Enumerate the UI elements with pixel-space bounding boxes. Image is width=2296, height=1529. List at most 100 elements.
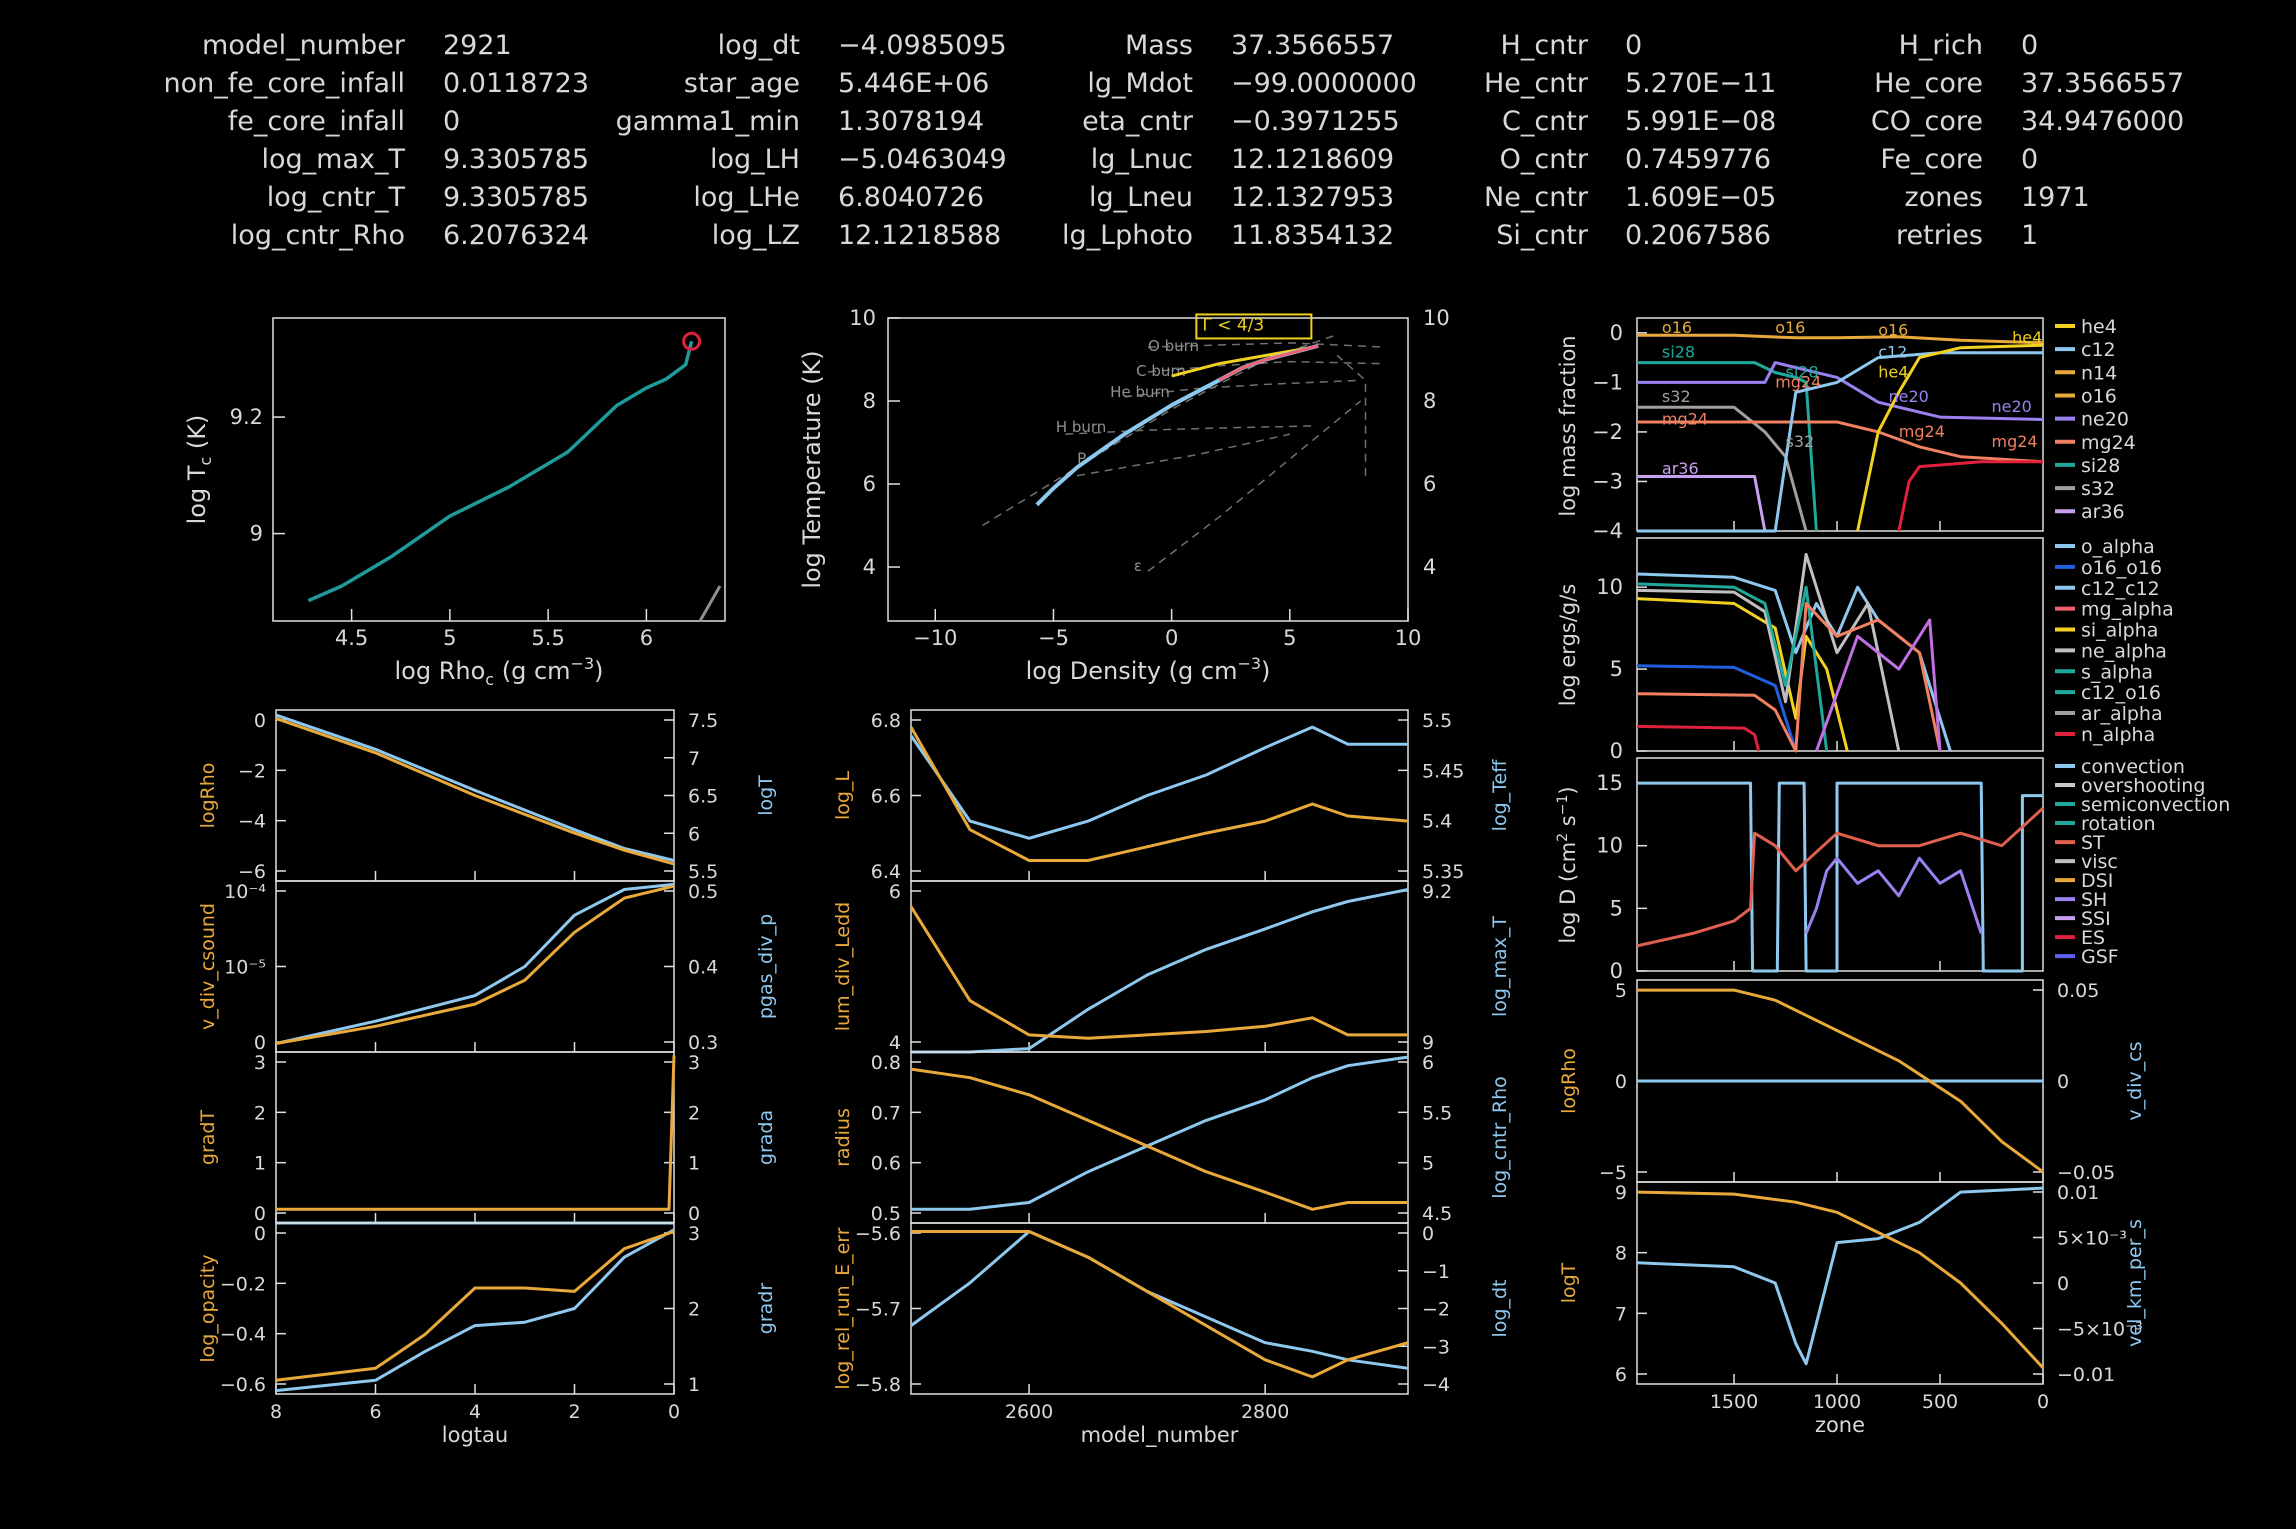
- header-key-fe-core-infall: fe_core_infall: [227, 106, 405, 137]
- hrT-xtick-label: 0: [1165, 626, 1178, 650]
- comp-series: [1637, 405, 1808, 532]
- mix-legend-label: visc: [2081, 851, 2118, 873]
- header-value-log-cntr-t: 9.3305785: [443, 182, 590, 213]
- hrT-profile-hot: [1218, 344, 1319, 382]
- comp-ylabel: log mass fraction: [1556, 335, 1580, 516]
- col2-right-tick: 9.2: [1422, 881, 1452, 903]
- eps-series: [1636, 552, 1901, 752]
- col1-xtick-label: 0: [668, 1401, 680, 1423]
- trho-gray-segment: [698, 585, 722, 622]
- col2-right-tick: 6: [1422, 1052, 1434, 1074]
- header-key-co-core: CO_core: [1870, 106, 1983, 137]
- header-value-he-cntr: 5.270E−11: [1625, 68, 1777, 99]
- trho-xtick-label: 5.5: [531, 626, 564, 650]
- mix-legend-label: ES: [2081, 927, 2105, 949]
- comp-label: mg24: [1662, 410, 1708, 429]
- header-value-he-core: 37.3566557: [2021, 68, 2185, 99]
- hrT-annotation: He burn: [1110, 383, 1170, 401]
- hrT-xtick-label: −5: [1038, 626, 1069, 650]
- col2-panel-frame: [910, 1051, 1409, 1224]
- col1-left-tick: 1: [254, 1153, 266, 1175]
- col3-left-tick: 0: [1615, 1071, 1627, 1093]
- header-value-retries: 1: [2021, 220, 2039, 251]
- hrT-annotation: P: [1077, 449, 1086, 467]
- col1-right-tick: 7: [688, 748, 700, 770]
- col2-series-right: [909, 725, 1408, 840]
- eps-series: [1814, 618, 1942, 752]
- eps-legend-label: n_alpha: [2081, 724, 2155, 746]
- col1-right-tick: 0.5: [688, 881, 718, 903]
- col1-right-tick: 2: [688, 1299, 700, 1321]
- col3-left-tick: 9: [1615, 1182, 1627, 1204]
- comp-label: o16: [1775, 318, 1805, 337]
- comp-series: [1637, 333, 2044, 345]
- eps-ylabel: log ergs/g/s: [1556, 584, 1580, 707]
- comp-frame: [1636, 317, 2044, 532]
- comp-legend-label: ar36: [2081, 501, 2125, 523]
- hrT-gamma-label: Γ < 4/3: [1202, 315, 1264, 335]
- comp-label: mg24: [1899, 422, 1945, 441]
- col2-series-right: [910, 1230, 1409, 1370]
- hrT-burn-line: [1065, 425, 1314, 435]
- mix-legend-label: overshooting: [2081, 775, 2205, 797]
- header-key-he-core: He_core: [1874, 68, 1983, 99]
- col2-left-tick: 0.8: [871, 1052, 901, 1074]
- col2-xlabel: model_number: [1081, 1423, 1239, 1448]
- col3-right-tick: −0.01: [2057, 1364, 2115, 1386]
- hrT-ytick-label-right: 10: [1423, 306, 1450, 330]
- col2-left-label: radius: [832, 1108, 854, 1167]
- comp-label: mg24: [1992, 432, 2038, 451]
- col3-right-label: vel_km_per_s: [2124, 1219, 2146, 1347]
- col3-xtick-label: 1500: [1710, 1391, 1758, 1413]
- mix-legend-label: SH: [2081, 889, 2107, 911]
- mix-legend-label: rotation: [2081, 813, 2156, 835]
- hrT-ytick-label: 8: [863, 389, 876, 413]
- hrT-burn-line: [1336, 354, 1367, 476]
- col2-left-tick: −5.6: [855, 1223, 901, 1245]
- comp-label: si28: [1786, 362, 1819, 381]
- col2-right-tick: 5.45: [1422, 760, 1464, 782]
- eps-legend-label: ne_alpha: [2081, 640, 2167, 662]
- eps-legend-label: ar_alpha: [2081, 703, 2163, 725]
- header-value-zones: 1971: [2021, 182, 2090, 213]
- mix-legend-label: ST: [2081, 832, 2105, 854]
- col2-right-tick: 5.5: [1422, 1102, 1452, 1124]
- col3-left-tick: 5: [1615, 980, 1627, 1002]
- col3-right-tick: 0: [2057, 1273, 2069, 1295]
- col1-left-tick: −0.6: [220, 1374, 266, 1396]
- col1-series-left: [275, 717, 675, 866]
- col3-series-left: [1636, 1190, 2045, 1369]
- header-value-si-cntr: 0.2067586: [1625, 220, 1772, 251]
- mix-legend-label: convection: [2081, 756, 2185, 778]
- col3-xtick-label: 0: [2037, 1391, 2049, 1413]
- col2-left-tick: 0.7: [871, 1102, 901, 1124]
- col1-left-tick: 10⁻⁴: [224, 881, 266, 903]
- col1-xtick-label: 8: [270, 1401, 282, 1423]
- header-key-log-lz: log_LZ: [711, 220, 800, 251]
- comp-ytick-label: −2: [1592, 420, 1623, 444]
- comp-series: [1637, 351, 2043, 533]
- col2-left-tick: 6: [889, 881, 901, 903]
- col1-right-tick: 3: [688, 1223, 700, 1245]
- trho-xtick-label: 6: [640, 626, 653, 650]
- header-value-gamma1-min: 1.3078194: [838, 106, 985, 137]
- header-key-fe-core: Fe_core: [1880, 144, 1983, 175]
- header-key-zones: zones: [1904, 182, 1983, 213]
- eps-legend-label: c12_c12: [2081, 578, 2160, 600]
- eps-legend-label: o_alpha: [2081, 536, 2155, 558]
- header-value-model-number: 2921: [443, 30, 512, 61]
- col1-xtick-label: 4: [469, 1401, 481, 1423]
- col1-right-tick: 7.5: [688, 710, 718, 732]
- col1-left-label: log_opacity: [197, 1254, 219, 1362]
- col1-right-tick: 0: [688, 1203, 700, 1225]
- comp-legend-label: s32: [2081, 478, 2115, 500]
- header-value-lg-mdot: −99.0000000: [1231, 68, 1417, 99]
- header-key-h-rich: H_rich: [1898, 30, 1983, 61]
- mix-series: [1637, 781, 2043, 973]
- col3-right-tick: 0.05: [2057, 980, 2099, 1002]
- mix-ytick-label: 10: [1596, 834, 1623, 858]
- hrT-annotation: ε: [1134, 557, 1142, 575]
- col2-series-left: [909, 726, 1409, 862]
- col2-right-tick: 5: [1422, 1153, 1434, 1175]
- mix-ytick-label: 15: [1596, 771, 1623, 795]
